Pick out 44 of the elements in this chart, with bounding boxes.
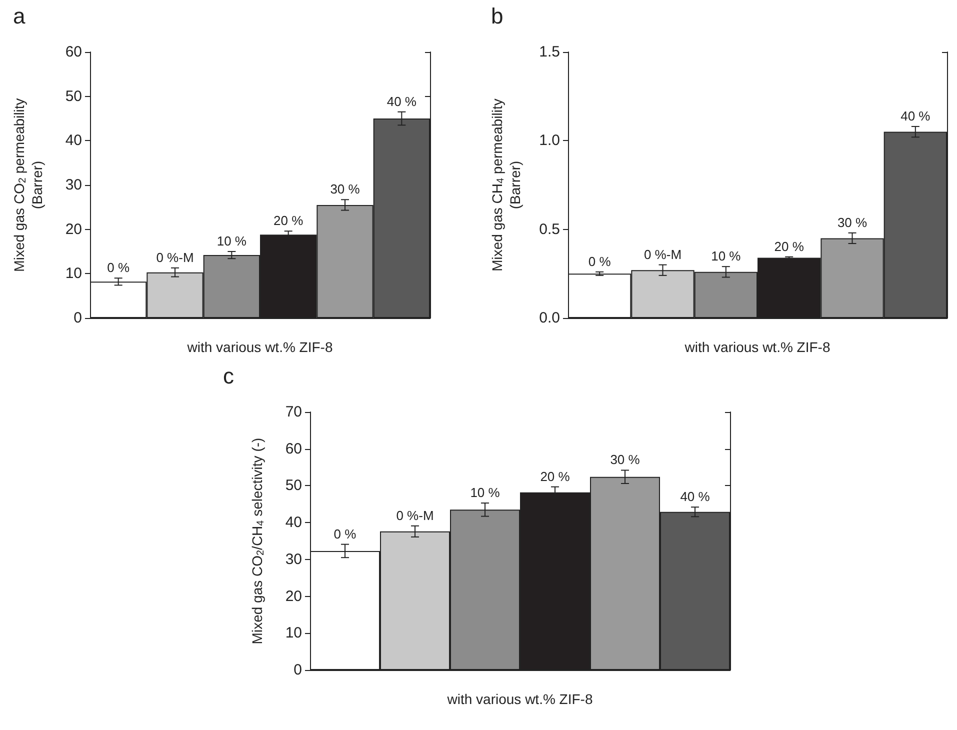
- y-tick-label: 20: [285, 588, 302, 605]
- x-tick-label: 0 %-M: [644, 246, 682, 262]
- y-axis-title: Mixed gas CO2/CH4 selectivity (-): [249, 438, 266, 644]
- y-tick-label: 30: [65, 176, 82, 194]
- y-tick-label: 70: [285, 404, 302, 420]
- y-tick-label: 20: [65, 220, 82, 238]
- y-tick-label: 50: [285, 477, 302, 494]
- x-tick-label: 0 %: [107, 260, 130, 276]
- y-tick-label: 10: [65, 265, 82, 282]
- x-tick-label: 20 %: [774, 238, 804, 254]
- x-tick-label: 30 %: [330, 182, 360, 197]
- chart-title: c: [223, 364, 234, 388]
- x-tick-label: 10 %: [216, 234, 247, 248]
- y-tick-label: 10: [285, 624, 302, 642]
- x-tick-label: 10 %: [470, 485, 500, 500]
- y-tick-label: 0: [74, 310, 82, 326]
- x-tick-label: 0 %: [588, 254, 612, 269]
- chart-title: a: [13, 4, 26, 28]
- y-tick-label: 0: [294, 662, 302, 678]
- x-tick-label: 20 %: [540, 468, 570, 484]
- y-tick-label: 60: [285, 440, 302, 458]
- x-tick-label: 40 %: [680, 489, 710, 504]
- x-axis-title: with various wt.% ZIF-8: [186, 339, 333, 355]
- y-tick-label: 0.5: [539, 220, 560, 238]
- x-axis-title: with various wt.% ZIF-8: [684, 339, 830, 355]
- y-tick-label: 40: [65, 132, 82, 150]
- x-tick-label: 30 %: [610, 452, 640, 468]
- x-tick-label: 40 %: [900, 108, 931, 124]
- y-tick-label: 1.5: [539, 44, 560, 60]
- chart-title: b: [491, 4, 504, 28]
- x-tick-label: 0 %-M: [396, 508, 434, 523]
- y-tick-label: 40: [285, 514, 302, 532]
- y-tick-label: 50: [65, 88, 82, 105]
- x-tick-label: 10 %: [711, 248, 742, 264]
- x-tick-label: 30 %: [837, 214, 868, 230]
- x-axis-title: with various wt.% ZIF-8: [446, 691, 593, 707]
- y-tick-label: 60: [65, 44, 82, 60]
- x-tick-label: 0 %-M: [156, 250, 194, 265]
- y-tick-label: 1.0: [539, 132, 560, 150]
- y-tick-label: 30: [285, 550, 302, 568]
- x-tick-label: 20 %: [274, 213, 304, 228]
- x-tick-label: 0 %: [334, 526, 357, 542]
- x-tick-label: 40 %: [386, 94, 417, 109]
- y-tick-label: 0.0: [539, 310, 560, 326]
